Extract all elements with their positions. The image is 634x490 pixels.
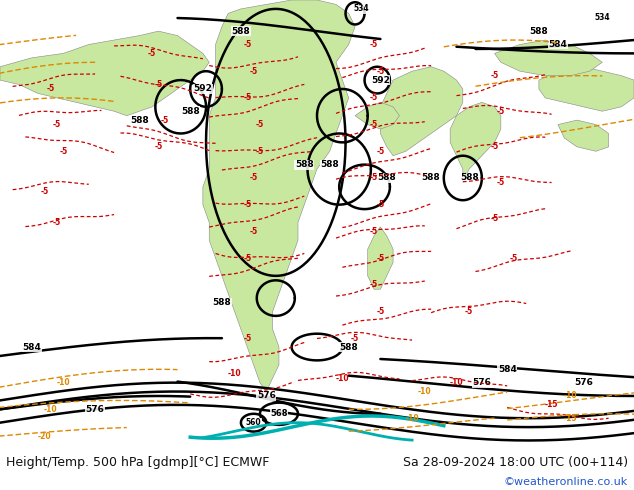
Text: 592: 592 [371, 75, 390, 85]
Text: ©weatheronline.co.uk: ©weatheronline.co.uk [503, 477, 628, 487]
Text: Height/Temp. 500 hPa [gdmp][°C] ECMWF: Height/Temp. 500 hPa [gdmp][°C] ECMWF [6, 456, 269, 468]
Text: 576: 576 [257, 392, 276, 400]
Text: -15: -15 [545, 400, 559, 409]
Text: 584: 584 [498, 365, 517, 374]
Text: 588: 588 [529, 26, 548, 36]
Text: -10: -10 [564, 392, 578, 400]
Text: -5: -5 [370, 40, 378, 49]
Text: Sa 28-09-2024 18:00 UTC (00+114): Sa 28-09-2024 18:00 UTC (00+114) [403, 456, 628, 468]
Text: 568: 568 [270, 409, 288, 418]
Text: 576: 576 [472, 378, 491, 387]
Text: -5: -5 [509, 253, 518, 263]
Text: -5: -5 [496, 178, 505, 187]
Text: 588: 588 [130, 116, 149, 124]
Text: 584: 584 [22, 343, 41, 351]
Text: 534: 534 [595, 13, 610, 23]
Text: 588: 588 [377, 173, 396, 182]
Text: -5: -5 [243, 40, 252, 49]
Text: -5: -5 [53, 218, 61, 227]
Polygon shape [203, 0, 355, 392]
Text: 576: 576 [86, 405, 105, 414]
Text: -10: -10 [418, 387, 432, 396]
Text: -5: -5 [351, 334, 359, 343]
Text: -5: -5 [370, 280, 378, 289]
Text: -10: -10 [335, 374, 349, 383]
Polygon shape [380, 67, 463, 156]
Text: -5: -5 [53, 120, 61, 129]
Text: -5: -5 [256, 147, 264, 156]
Polygon shape [539, 67, 634, 111]
Text: 588: 588 [212, 298, 231, 307]
Text: -10: -10 [228, 369, 242, 378]
Text: -10: -10 [405, 414, 419, 423]
Text: 534: 534 [354, 4, 369, 13]
Text: -5: -5 [370, 120, 378, 129]
Polygon shape [558, 120, 609, 151]
Text: -20: -20 [37, 432, 51, 441]
Text: -5: -5 [465, 307, 474, 316]
Text: -5: -5 [59, 147, 68, 156]
Text: -5: -5 [376, 147, 385, 156]
Text: -10: -10 [44, 405, 58, 414]
Text: -5: -5 [376, 67, 385, 75]
Text: -10: -10 [56, 378, 70, 387]
Text: -5: -5 [154, 142, 163, 151]
Text: 588: 588 [295, 160, 314, 169]
Text: -5: -5 [376, 307, 385, 316]
Text: 584: 584 [548, 40, 567, 49]
Text: 576: 576 [574, 378, 593, 387]
Text: -5: -5 [160, 116, 169, 124]
Text: -5: -5 [249, 227, 258, 236]
Text: -5: -5 [40, 187, 49, 196]
Text: -5: -5 [243, 334, 252, 343]
Text: -5: -5 [490, 142, 499, 151]
Text: -5: -5 [370, 94, 378, 102]
Text: -5: -5 [249, 67, 258, 75]
Text: -5: -5 [256, 120, 264, 129]
Text: -5: -5 [490, 214, 499, 222]
Text: -5: -5 [148, 49, 157, 58]
Polygon shape [355, 102, 399, 129]
Text: 588: 588 [460, 173, 479, 182]
Polygon shape [0, 31, 209, 116]
Text: 588: 588 [320, 160, 339, 169]
Text: -5: -5 [243, 94, 252, 102]
Polygon shape [450, 102, 501, 182]
Text: -5: -5 [46, 84, 55, 94]
Text: -5: -5 [376, 253, 385, 263]
Text: -5: -5 [496, 107, 505, 116]
Text: 588: 588 [231, 26, 250, 36]
Text: -5: -5 [249, 173, 258, 182]
Text: -10: -10 [450, 378, 463, 387]
Text: 560: 560 [246, 418, 261, 427]
Text: -5: -5 [370, 227, 378, 236]
Text: -5: -5 [376, 200, 385, 209]
Text: -5: -5 [243, 200, 252, 209]
Text: -5: -5 [154, 80, 163, 89]
Text: -5: -5 [490, 71, 499, 80]
Text: 588: 588 [422, 173, 441, 182]
Text: -15: -15 [564, 414, 578, 423]
Text: 588: 588 [339, 343, 358, 351]
Polygon shape [495, 40, 602, 75]
Polygon shape [368, 227, 393, 289]
Text: -5: -5 [370, 173, 378, 182]
Text: -5: -5 [243, 253, 252, 263]
Text: 588: 588 [181, 107, 200, 116]
Text: 592: 592 [193, 84, 212, 94]
